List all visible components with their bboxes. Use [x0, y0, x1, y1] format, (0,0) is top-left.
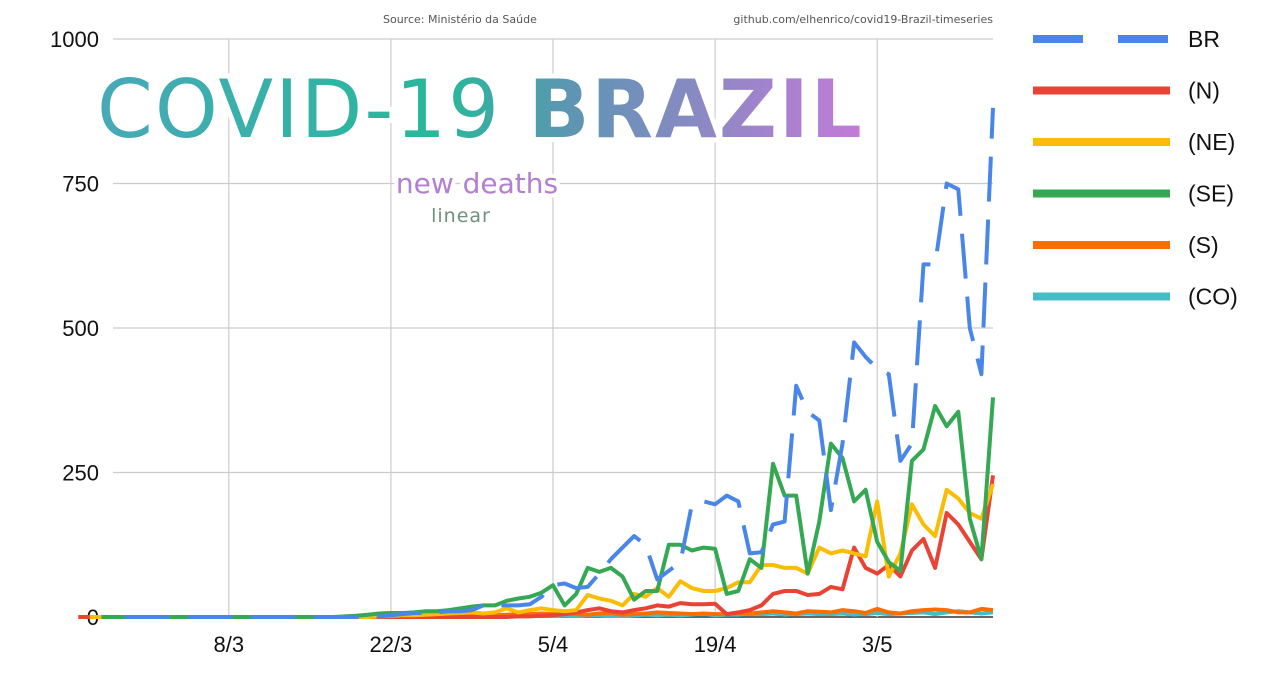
github-text: github.com/elhenrico/covid19-Brazil-time… — [733, 13, 993, 26]
y-tick-label: 1000 — [50, 27, 99, 52]
x-tick-label: 3/5 — [862, 632, 893, 657]
source-text: Source: Ministério da Saúde — [383, 13, 537, 26]
chart-title: COVID-19 BRAZIL new deaths linear — [92, 58, 867, 230]
scale-label: linear — [431, 205, 491, 227]
series-line-br — [124, 107, 995, 619]
x-tick-label: 5/4 — [538, 632, 569, 657]
x-axis-ticks: 8/3 22/3 5/4 19/4 3/5 — [213, 632, 892, 657]
series-line-se — [101, 397, 995, 619]
legend-label-br: BR — [1188, 26, 1220, 52]
legend-label-se: (SE) — [1188, 181, 1234, 207]
legend-label-s: (S) — [1188, 232, 1219, 258]
legend-label-ne: (NE) — [1188, 129, 1235, 155]
x-tick-label: 22/3 — [369, 632, 412, 657]
legend: BR (N) (NE) (SE) (S) (CO) — [1033, 26, 1238, 310]
y-tick-label: 250 — [62, 461, 99, 486]
chart-subtitle: new deaths — [396, 167, 558, 200]
series-lines — [78, 107, 995, 619]
x-tick-label: 19/4 — [694, 632, 737, 657]
grid — [113, 38, 993, 618]
y-tick-label: 750 — [62, 172, 99, 197]
x-tick-label: 8/3 — [213, 632, 244, 657]
legend-label-n: (N) — [1188, 78, 1220, 104]
legend-label-co: (CO) — [1188, 284, 1238, 310]
title-part2: BRAZIL — [528, 63, 863, 156]
title-part1: COVID-19 — [97, 63, 528, 156]
y-tick-label: 500 — [62, 316, 99, 341]
title-text: COVID-19 BRAZIL — [97, 63, 864, 156]
